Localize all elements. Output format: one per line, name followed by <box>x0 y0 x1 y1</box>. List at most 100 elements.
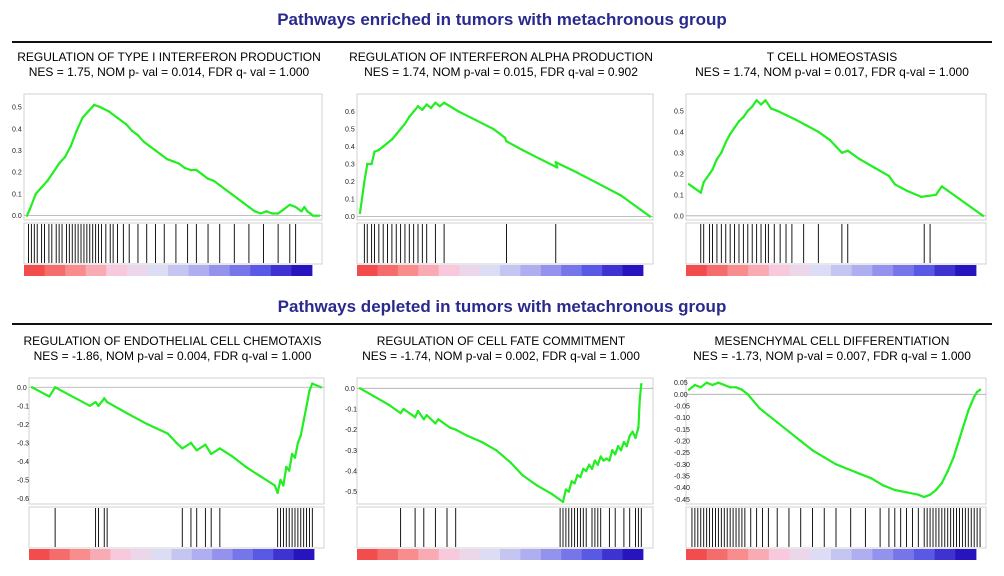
hit-frame <box>23 222 323 265</box>
enrichment-point <box>195 168 198 172</box>
rank-gradient-segment <box>602 265 623 276</box>
enrichment-point <box>752 400 755 403</box>
enrichment-point <box>596 182 599 185</box>
enrichment-point <box>917 493 920 496</box>
enrichment-point <box>296 441 300 445</box>
enrichment-point <box>28 207 32 211</box>
enrichment-point <box>492 127 495 131</box>
panel-stats: NES = -1.74, NOM p-val = 0.002, FDR q-va… <box>362 349 640 363</box>
enrichment-point <box>631 430 634 433</box>
y-tick-label: 0.1 <box>674 192 684 199</box>
y-tick-label: -0.3 <box>17 440 29 447</box>
enrichment-point <box>934 488 938 492</box>
y-tick-label: -0.4 <box>345 468 357 475</box>
y-tick-label: -0.40 <box>674 485 690 492</box>
enrichment-point <box>309 212 312 215</box>
enrichment-point <box>740 388 744 391</box>
enrichment-point <box>154 149 157 152</box>
enrichment-score-line <box>31 382 322 495</box>
enrichment-point <box>88 404 92 407</box>
section-title-enriched: Pathways enriched in tumors with metachr… <box>277 10 727 29</box>
rank-gradient-segment <box>130 549 152 560</box>
enrichment-point <box>746 393 749 396</box>
rank-gradient-segment <box>209 265 231 276</box>
rank-gradient-segment <box>622 549 644 560</box>
enrichment-point <box>893 183 896 186</box>
enrichment-point <box>422 418 425 421</box>
enrichment-point <box>224 188 227 191</box>
enrichment-point <box>648 215 652 218</box>
enrichment-point <box>421 108 424 111</box>
rank-gradient-segment <box>581 265 603 276</box>
enrichment-point <box>535 484 539 487</box>
rank-gradient-segment <box>893 549 915 560</box>
enrichment-point <box>638 397 642 400</box>
enrichment-point <box>271 212 274 215</box>
gsea-panel: REGULATION OF INTERFERON ALPHA PRODUCTIO… <box>343 50 659 290</box>
rank-gradient-segment <box>90 549 111 560</box>
y-tick-label: 0.0 <box>17 385 27 392</box>
enrichment-point <box>946 470 949 473</box>
rank-gradient-segment <box>188 265 210 276</box>
enrichment-point <box>373 150 376 153</box>
enrichment-point <box>148 144 151 148</box>
enrichment-point <box>733 126 736 129</box>
enrichment-point <box>634 436 637 440</box>
enrichment-point <box>823 456 826 459</box>
enrichment-point <box>787 430 791 433</box>
enrichment-point <box>946 189 949 192</box>
enrichment-point <box>448 426 452 429</box>
enrichment-point <box>53 386 57 389</box>
enrichment-point <box>425 103 428 106</box>
enrichment-point <box>94 400 97 404</box>
enrichment-point <box>608 459 611 462</box>
enrichment-point <box>799 439 802 443</box>
enrichment-point <box>817 130 820 133</box>
rank-gradient-segment <box>768 549 790 560</box>
enrichment-point <box>183 166 186 170</box>
enrichment-point <box>622 440 626 444</box>
enrichment-point <box>616 444 620 448</box>
enrichment-point <box>103 397 106 400</box>
rank-gradient-segment <box>727 265 749 276</box>
enrichment-point <box>811 449 814 452</box>
enrichment-point <box>893 488 896 492</box>
enrichment-point <box>693 383 697 387</box>
enrichment-point <box>311 214 315 217</box>
enrichment-point <box>759 103 763 106</box>
enrichment-point <box>130 129 134 133</box>
enrichment-point <box>288 203 291 206</box>
enrichment-point <box>923 495 926 499</box>
enrichment-plot: 0.0 0.1 0.2 0.3 0.4 0.5 <box>12 93 323 276</box>
enrichment-point <box>711 168 714 171</box>
enrichment-point <box>282 207 286 211</box>
rank-gradient-segment <box>789 549 811 560</box>
enrichment-point <box>776 421 779 424</box>
y-tick-label: 0.2 <box>345 179 355 186</box>
y-tick-label: -0.20 <box>674 439 690 446</box>
enrichment-point <box>702 181 705 184</box>
rank-gradient-segment <box>934 265 956 276</box>
enrichment-point <box>265 210 268 213</box>
enrichment-point <box>628 434 631 438</box>
enrichment-point <box>770 107 773 110</box>
enrichment-point <box>189 441 193 445</box>
rank-gradient-segment <box>438 549 460 560</box>
enrichment-point <box>873 166 876 169</box>
enrichment-point <box>970 402 973 405</box>
enrichment-point <box>764 99 767 102</box>
rank-gradient-segment <box>232 549 254 560</box>
rank-gradient-segment <box>913 265 935 276</box>
enrichment-point <box>259 475 262 478</box>
enrichment-point <box>952 456 955 459</box>
y-tick-label: -0.05 <box>674 404 690 411</box>
rank-gradient-segment <box>831 549 853 560</box>
y-tick-label: -0.3 <box>345 448 357 455</box>
enrichment-point <box>273 484 276 487</box>
rank-gradient-segment <box>151 549 172 560</box>
rank-gradient-segment <box>851 265 873 276</box>
enrichment-point <box>593 459 597 462</box>
enrichment-point <box>758 407 761 410</box>
rank-gradient-segment <box>438 265 460 276</box>
rank-gradient-segment <box>768 265 790 276</box>
